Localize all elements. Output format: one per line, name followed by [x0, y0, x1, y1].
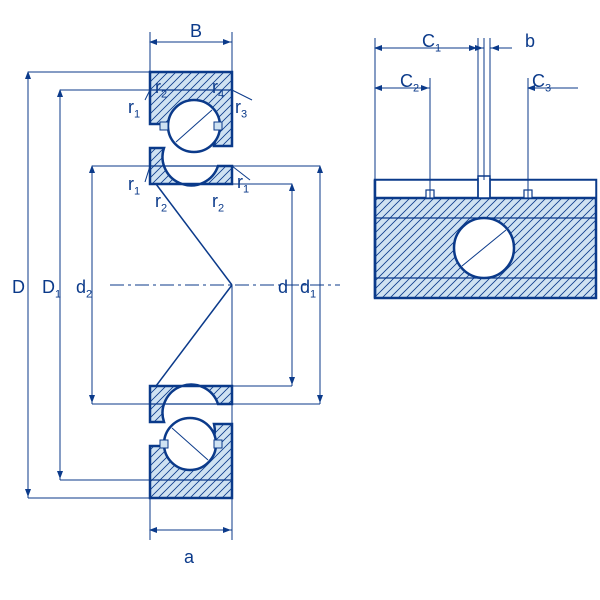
- label-B: B: [190, 22, 202, 40]
- label-r1a: r1: [128, 98, 140, 116]
- label-d2: d2: [76, 278, 92, 296]
- label-r2b: r2: [155, 192, 167, 210]
- label-D1: D1: [42, 278, 61, 296]
- label-r3: r3: [235, 98, 247, 116]
- label-C2: C2: [400, 72, 419, 90]
- label-d: d: [278, 278, 288, 296]
- label-C1: C1: [422, 32, 441, 50]
- label-r2a: r2: [155, 78, 167, 96]
- bearing-diagram: B r2 r4 r1 r3 r1 r1 r2 r2 D D1 d2 d d1 a…: [0, 0, 600, 600]
- label-r1c: r1: [237, 173, 249, 191]
- label-D: D: [12, 278, 25, 296]
- label-r2c: r2: [212, 192, 224, 210]
- label-r1b: r1: [128, 175, 140, 193]
- label-r4: r4: [212, 78, 224, 96]
- label-C3: C3: [532, 72, 551, 90]
- label-a: a: [184, 548, 194, 566]
- label-d1: d1: [300, 278, 316, 296]
- label-b: b: [525, 32, 535, 50]
